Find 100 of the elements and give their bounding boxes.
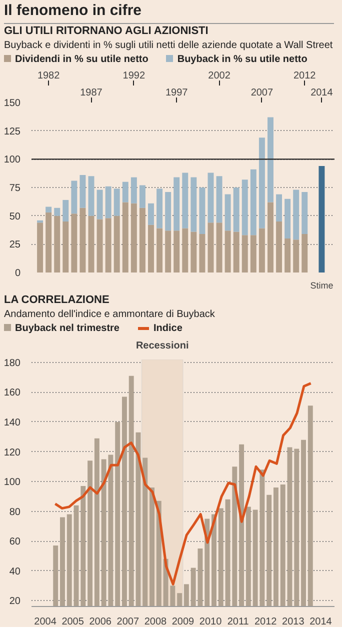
bar <box>268 117 274 202</box>
bar <box>80 208 86 272</box>
y-tick-label: 100 <box>4 154 21 166</box>
x-tick-label: 2013 <box>282 616 305 628</box>
bar <box>114 188 120 216</box>
bar <box>139 208 146 272</box>
bar <box>276 194 282 222</box>
bar <box>156 188 163 228</box>
y-tick-label: 50 <box>9 211 21 222</box>
bar <box>276 222 282 272</box>
bar <box>71 214 78 272</box>
bar <box>105 186 112 218</box>
bar <box>190 177 197 232</box>
bar <box>62 222 69 272</box>
bar <box>54 208 60 216</box>
bar <box>233 232 240 272</box>
x-tick-label: 1982 <box>37 70 60 82</box>
bar <box>224 194 231 231</box>
legend-label: Buyback nel trimestre <box>14 323 120 334</box>
bar <box>105 218 112 272</box>
y-tick-label: 40 <box>9 566 21 578</box>
y-tick-label: 0 <box>14 268 21 279</box>
x-tick-label: 2009 <box>172 616 195 628</box>
bar <box>199 234 206 272</box>
x-tick-label: 2011 <box>227 616 250 628</box>
y-tick-label: 60 <box>9 536 21 548</box>
bar <box>96 219 103 272</box>
x-tick-label: 2007 <box>116 616 140 628</box>
bar <box>130 203 137 272</box>
bar <box>302 192 308 234</box>
x-tick-label: 2006 <box>89 616 112 628</box>
bar <box>242 235 248 272</box>
legend-label: Dividendi in % su utile netto <box>14 54 148 65</box>
bar <box>96 190 103 220</box>
x-tick-label: 2012 <box>254 616 278 628</box>
y-tick-label: 100 <box>4 477 21 488</box>
bar <box>190 232 197 272</box>
chart-title: GLI UTILI RITORNANO AGLI AZIONISTI <box>4 24 208 39</box>
bar <box>174 230 180 272</box>
y-tick-label: 140 <box>4 417 21 428</box>
bar <box>250 169 256 236</box>
annotation: Stime <box>310 280 334 290</box>
y-tick-label: 25 <box>9 240 21 251</box>
x2-tick-label: 1997 <box>165 88 188 98</box>
x2-tick-label: 2014 <box>310 88 334 98</box>
text: Il fenomeno in cifre <box>4 1 142 21</box>
bar <box>46 206 52 212</box>
x-tick-label: 2014 <box>310 616 332 628</box>
bar <box>80 175 86 208</box>
chart-subtitle: Andamento dell'indice e ammontare di Buyback <box>4 308 215 322</box>
x2-tick-label: 2007 <box>250 88 274 98</box>
bar <box>268 202 274 272</box>
bar <box>156 228 163 272</box>
x-tick-label: 2004 <box>34 616 57 628</box>
bar <box>165 230 172 272</box>
bar <box>224 230 231 272</box>
bar <box>208 222 214 272</box>
chart-subtitle: Buyback e dividenti in % sugli utili netti delle aziende quotate a Wall Street <box>4 39 333 53</box>
x-tick-label: 1992 <box>122 70 146 82</box>
y-tick-label: 120 <box>4 447 21 458</box>
bar <box>37 222 44 272</box>
bar <box>208 172 214 223</box>
bar <box>216 176 222 223</box>
bar <box>139 185 146 208</box>
chart-title: LA CORRELAZIONE <box>4 293 110 308</box>
bar <box>182 172 188 228</box>
y-tick-label: 20 <box>9 596 21 608</box>
x-tick-label: 2008 <box>144 616 168 628</box>
bar <box>88 176 94 216</box>
y-tick-label: 150 <box>4 98 21 109</box>
bar <box>148 224 154 272</box>
y-tick-label: 75 <box>9 183 21 194</box>
bar <box>88 216 94 272</box>
legend-label: Indice <box>152 323 182 334</box>
x2-tick-label: 1987 <box>80 88 103 98</box>
bar <box>250 235 256 272</box>
bar <box>174 177 180 231</box>
bar <box>233 188 240 232</box>
bar <box>199 188 206 234</box>
bar <box>258 138 265 228</box>
bar <box>54 216 60 272</box>
bar <box>122 202 128 272</box>
bar <box>114 216 120 272</box>
bar <box>182 228 188 272</box>
y-tick-label: 80 <box>9 506 21 518</box>
bar <box>122 182 128 202</box>
line-series <box>54 382 312 586</box>
y-tick-label: 180 <box>4 358 21 369</box>
bar <box>318 166 325 272</box>
bar <box>242 180 248 236</box>
bar <box>165 192 172 231</box>
bar <box>130 177 137 204</box>
bar <box>293 240 300 272</box>
y-tick-label: 125 <box>4 126 21 138</box>
bar <box>46 212 52 272</box>
bar <box>284 238 291 272</box>
bar <box>258 228 265 272</box>
bar <box>284 198 291 238</box>
x-tick-label: 2005 <box>62 616 84 628</box>
legend-label: Buyback in % su utile netto <box>176 54 308 65</box>
